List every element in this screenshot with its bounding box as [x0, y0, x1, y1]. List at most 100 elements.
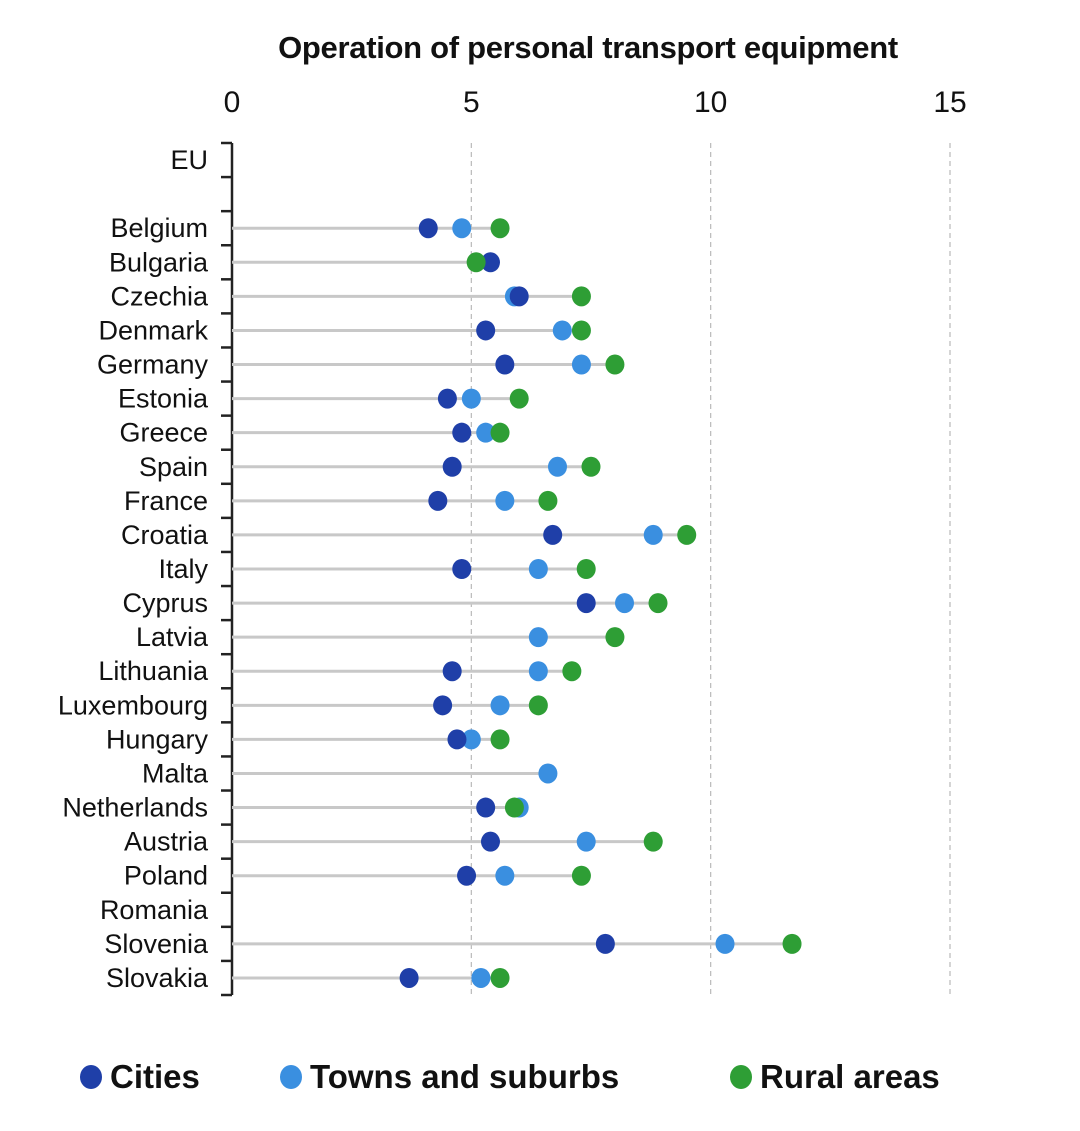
category-label: Romania [100, 895, 209, 925]
category-label: Luxembourg [58, 690, 208, 720]
data-point-rural-areas [648, 593, 668, 614]
data-point-rural-areas [504, 797, 524, 818]
data-point-towns-and-suburbs [615, 593, 635, 614]
category-labels: EU Belgium Bulgaria Czechia Denmark Germany Es… [58, 145, 209, 993]
data-point-cities [399, 967, 419, 988]
category-label: Spain [139, 452, 208, 482]
data-point-towns-and-suburbs [571, 354, 591, 375]
data-point-towns-and-suburbs [452, 218, 472, 239]
category-label: Italy [158, 554, 208, 584]
category-label: Lithuania [98, 656, 209, 686]
data-point-cities [442, 456, 462, 477]
data-point-rural-areas [605, 627, 625, 648]
data-point-cities [447, 729, 467, 750]
data-point-towns-and-suburbs [461, 388, 481, 409]
data-point-rural-areas [571, 320, 591, 341]
data-point-cities [457, 865, 477, 886]
data-point-towns-and-suburbs [576, 831, 596, 852]
legend-item-rural: Rural areas [730, 1058, 940, 1096]
data-points [399, 218, 802, 988]
legend-dot-rural [730, 1065, 752, 1089]
legend-label-rural: Rural areas [760, 1058, 940, 1095]
category-label: Slovakia [106, 963, 209, 993]
data-point-rural-areas [571, 865, 591, 886]
data-point-cities [476, 797, 496, 818]
data-point-towns-and-suburbs [528, 661, 548, 682]
legend-label-cities: Cities [110, 1058, 200, 1095]
data-point-rural-areas [605, 354, 625, 375]
data-point-rural-areas [562, 661, 582, 682]
data-point-rural-areas [581, 456, 601, 477]
data-point-cities [576, 593, 596, 614]
category-label: Austria [124, 827, 209, 857]
data-point-rural-areas [782, 933, 802, 954]
category-label: Malta [142, 758, 209, 788]
data-point-towns-and-suburbs [552, 320, 572, 341]
data-point-cities [452, 422, 472, 443]
data-point-towns-and-suburbs [538, 763, 558, 784]
category-label: Latvia [136, 622, 209, 652]
data-point-cities [452, 559, 472, 579]
data-point-cities [509, 286, 529, 307]
x-axis-ticks: 0 5 10 15 [224, 86, 967, 119]
category-label: France [124, 486, 208, 516]
data-point-cities [543, 524, 563, 545]
x-tick-label: 10 [694, 86, 727, 119]
category-label: Bulgaria [109, 247, 209, 277]
data-point-cities [480, 831, 500, 852]
legend-label-towns: Towns and suburbs [310, 1058, 620, 1095]
legend-item-cities: Cities [80, 1058, 200, 1096]
data-point-rural-areas [528, 695, 548, 716]
data-point-towns-and-suburbs [476, 422, 496, 443]
data-point-towns-and-suburbs [547, 456, 567, 477]
data-point-cities [480, 252, 500, 273]
data-point-cities [418, 218, 438, 239]
category-label: Estonia [118, 384, 209, 414]
category-label: Hungary [106, 724, 209, 754]
category-label: Netherlands [62, 793, 208, 823]
category-label: EU [170, 145, 208, 175]
data-point-rural-areas [466, 252, 486, 273]
chart-title: Operation of personal transport equipmen… [278, 30, 898, 65]
category-label: Cyprus [122, 588, 208, 618]
data-point-cities [433, 695, 453, 716]
data-point-cities [595, 933, 615, 954]
legend-item-towns: Towns and suburbs [280, 1058, 619, 1096]
data-point-towns-and-suburbs [528, 559, 548, 579]
data-point-towns-and-suburbs [490, 695, 510, 716]
data-point-rural-areas [677, 524, 697, 545]
data-point-rural-areas [490, 967, 510, 988]
legend-dot-towns [280, 1065, 302, 1089]
x-tick-label: 15 [933, 86, 966, 119]
x-tick-label: 0 [224, 86, 241, 119]
category-label: Denmark [98, 315, 208, 345]
data-point-towns-and-suburbs [528, 627, 548, 648]
data-point-rural-areas [643, 831, 663, 852]
data-point-towns-and-suburbs [643, 524, 663, 545]
data-point-rural-areas [490, 218, 510, 239]
legend: Cities Towns and suburbs Rural areas [0, 1058, 1080, 1108]
category-label: Germany [97, 350, 209, 380]
category-label: Czechia [110, 281, 209, 311]
category-label: Croatia [121, 520, 209, 550]
data-point-rural-areas [509, 388, 529, 409]
data-point-rural-areas [576, 559, 596, 579]
data-point-cities [495, 354, 515, 375]
x-tick-label: 5 [463, 86, 480, 119]
legend-dot-cities [80, 1065, 102, 1089]
category-label: Belgium [110, 213, 208, 243]
y-axis [221, 141, 234, 997]
category-label: Greece [119, 418, 208, 448]
data-point-rural-areas [538, 490, 558, 511]
data-point-towns-and-suburbs [461, 729, 481, 750]
connector-lines [232, 226, 793, 980]
category-label: Poland [124, 861, 208, 891]
data-point-cities [437, 388, 457, 409]
data-point-cities [442, 661, 462, 682]
category-label: Slovenia [104, 929, 209, 959]
data-point-towns-and-suburbs [471, 967, 491, 988]
data-point-cities [476, 320, 496, 341]
data-point-towns-and-suburbs [715, 933, 735, 954]
data-point-rural-areas [490, 422, 510, 443]
